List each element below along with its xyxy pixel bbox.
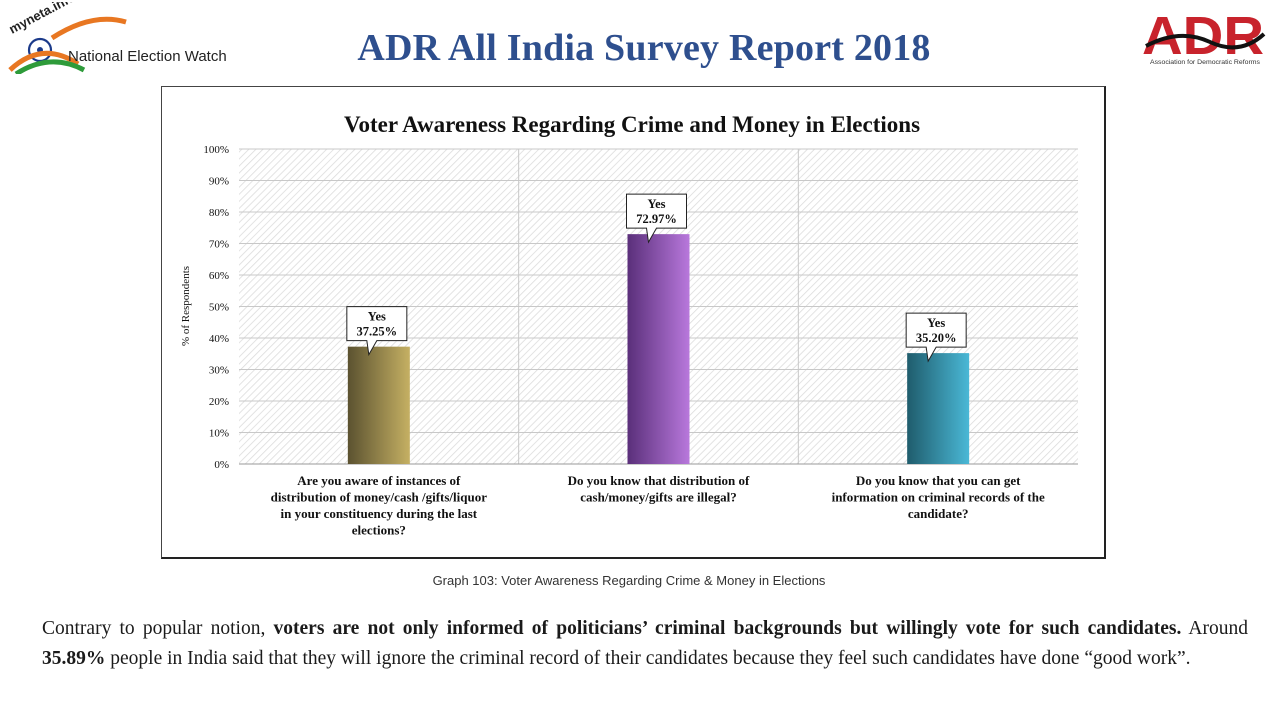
- data-label-value: 72.97%: [636, 212, 677, 226]
- data-label-value: 37.25%: [357, 325, 398, 339]
- body-paragraph: Contrary to popular notion, voters are n…: [42, 614, 1248, 673]
- body-mid: Around: [1181, 618, 1249, 639]
- bar: [347, 346, 410, 464]
- body-intro: Contrary to popular notion,: [42, 618, 274, 639]
- bar: [627, 234, 690, 464]
- body-bold-statement: voters are not only informed of politici…: [273, 618, 1182, 639]
- y-tick-label: 20%: [209, 396, 229, 408]
- y-axis-ticks: 0% 10% 20% 30% 40% 50% 60% 70% 80% 90% 100%: [203, 144, 229, 471]
- data-label-answer: Yes: [368, 310, 386, 324]
- data-label-value: 35.20%: [916, 331, 957, 345]
- data-label-callout: [346, 306, 408, 357]
- y-axis-label: % of Respondents: [180, 266, 192, 346]
- x-category-label: Are you aware of instances of distributio…: [271, 473, 488, 538]
- x-category-label: Do you know that you can get information …: [832, 473, 1045, 521]
- myneta-logo: myneta.info National Election Watch: [2, 0, 252, 77]
- y-tick-label: 0%: [214, 459, 229, 471]
- adr-logo: ADR Association for Democratic Reforms: [1140, 6, 1268, 66]
- chart-title: Voter Awareness Regarding Crime and Mone…: [344, 112, 920, 137]
- x-category-label: Do you know that distribution of cash/mon…: [568, 473, 750, 505]
- y-tick-label: 60%: [209, 270, 229, 282]
- x-axis-categories: Are you aware of instances of distributio…: [271, 473, 1045, 538]
- y-tick-label: 100%: [203, 144, 229, 156]
- national-election-watch-text: National Election Watch: [68, 48, 227, 65]
- data-label-answer: Yes: [647, 197, 665, 211]
- y-tick-label: 50%: [209, 302, 229, 314]
- y-tick-label: 70%: [209, 239, 229, 251]
- data-label-callout: [905, 312, 967, 363]
- adr-tagline: Association for Democratic Reforms: [1150, 60, 1260, 66]
- adr-wordmark: ADR: [1142, 8, 1264, 66]
- data-label-callout: [626, 193, 687, 244]
- page-title: ADR All India Survey Report 2018: [357, 27, 931, 69]
- graph-caption: Graph 103: Voter Awareness Regarding Cri…: [432, 573, 826, 588]
- y-tick-label: 80%: [209, 207, 229, 219]
- y-tick-label: 90%: [209, 176, 229, 188]
- y-tick-label: 10%: [209, 428, 229, 440]
- chart-frame: Voter Awareness Regarding Crime and Mone…: [161, 86, 1106, 559]
- y-tick-label: 40%: [209, 333, 229, 345]
- body-rest: people in India said that they will igno…: [105, 647, 1191, 669]
- body-bold-percentage: 35.89%: [42, 647, 106, 669]
- bars: [347, 234, 970, 464]
- bar: [907, 353, 970, 464]
- bar-chart: Voter Awareness Regarding Crime and Mone…: [180, 112, 1078, 538]
- data-label-answer: Yes: [927, 316, 945, 330]
- y-tick-label: 30%: [209, 365, 229, 377]
